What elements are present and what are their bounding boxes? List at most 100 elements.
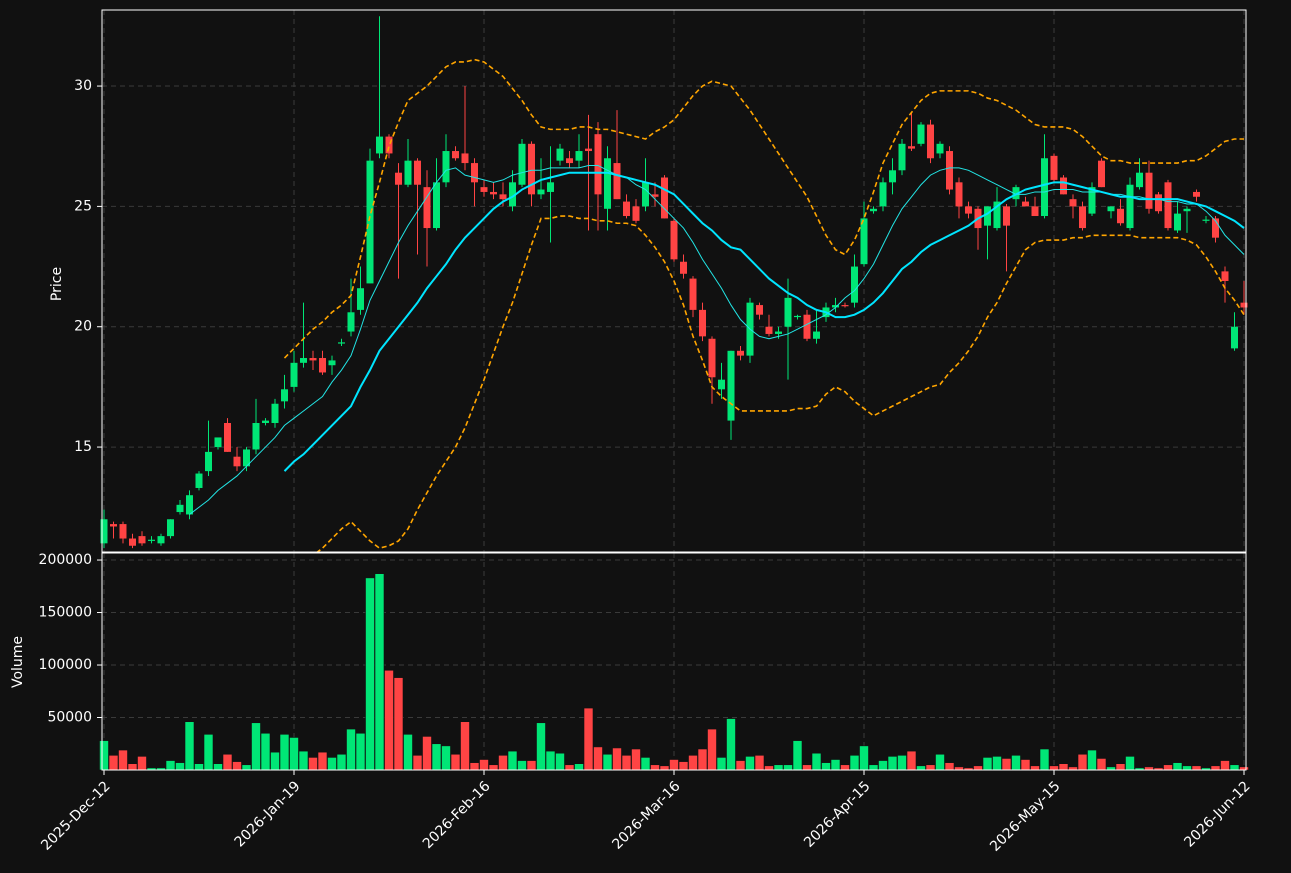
candle-body [262,420,269,423]
volume-bar [384,669,394,771]
candle-body [214,437,222,448]
candle-body [1240,302,1248,308]
volume-bar [1210,765,1221,771]
volume-bar [764,765,774,771]
x-tick-label: 2026-Mar-16 [609,778,683,852]
volume-bar [593,746,603,771]
candle-body [1050,155,1058,180]
candle-body [452,151,459,159]
volume-bar [137,756,147,771]
volume-bar [441,745,451,771]
candle-body [1069,199,1077,207]
volume-bar [1182,765,1192,771]
volume-bar [1030,765,1040,771]
candle-body [271,403,279,423]
candle-body [1136,172,1143,188]
candle-body [651,194,659,197]
candle-body [765,326,773,334]
candle-body [642,182,649,207]
candle-body [898,143,906,171]
candle-body [784,297,792,327]
volume-bar [982,757,993,771]
candle-body [1231,326,1238,349]
volume-bar [194,763,204,771]
candle-body [927,124,934,159]
candle-body [100,519,108,544]
volume-bar [821,762,831,771]
y-tick-label: 100000 [39,657,92,673]
volume-bar [251,722,261,771]
candle-body [955,182,963,207]
candle-body [252,422,260,450]
candle-body [993,201,1001,229]
volume-bar [859,745,869,771]
candle-body [328,360,336,366]
volume-bar [650,764,660,771]
candle-body [575,151,583,161]
overlays [189,58,1245,552]
volume-bar [583,707,594,771]
candle-body [699,309,706,337]
overlay-line [189,164,1245,515]
volume-bar [707,728,717,771]
candle-body [518,143,526,185]
candle-body [509,182,516,207]
candle-body [556,148,564,161]
volume-bar [260,732,271,771]
volume-bar [108,755,119,771]
volume-bar [99,740,109,771]
candle-body [528,143,535,195]
candle-body [1155,194,1162,212]
candle-body [946,151,953,190]
y-tick-label: 50000 [47,710,92,726]
volume-bar [393,677,404,771]
candle-body [385,136,393,154]
volume-bar [973,765,983,771]
candle-body [414,160,421,185]
volume-bar [346,728,356,771]
volume-bar [669,759,679,771]
volume-bar [868,764,879,771]
volume-bar [1229,764,1240,771]
volume-bar [317,751,328,771]
volume-bar [621,755,632,771]
candle-body [661,177,668,219]
volume-bar [726,718,736,771]
candle-body [290,362,298,387]
candle-body [404,160,412,185]
volume-bar [270,751,280,771]
candle-body [718,379,725,390]
candle-body [623,201,630,217]
candle-body [300,358,307,363]
candle-body [1202,219,1210,221]
candle-body [1107,206,1115,212]
candle-body [480,187,488,192]
candle-body [129,538,136,546]
volume-bar [640,757,651,771]
volume-axis-label: Volume [10,636,26,688]
volume-bar [1020,759,1031,771]
y-tick-label: 200000 [39,552,92,568]
candle-body [965,206,972,214]
candle-body [632,206,640,221]
x-tick-label: 2026-Apr-15 [801,778,874,851]
volume-bar [336,753,347,771]
candle-body [376,136,383,154]
volume-bar [507,750,518,771]
candle-body [1022,201,1029,207]
candle-body [281,389,288,402]
candle-body [309,358,317,361]
volume-bar [830,759,841,771]
x-tick-label: 2026-Feb-16 [420,778,494,852]
volume-bar [849,755,860,771]
y-tick-label: 15 [74,439,92,455]
volume-bar [403,734,413,771]
candle-body [176,504,184,513]
volume-bar [792,740,803,771]
volume-frame [101,552,1247,771]
candle-body [243,449,250,467]
overlay-line [316,215,1245,552]
volume-bar [564,764,575,771]
volume-bar [1011,755,1021,771]
volume-bar [659,765,670,771]
